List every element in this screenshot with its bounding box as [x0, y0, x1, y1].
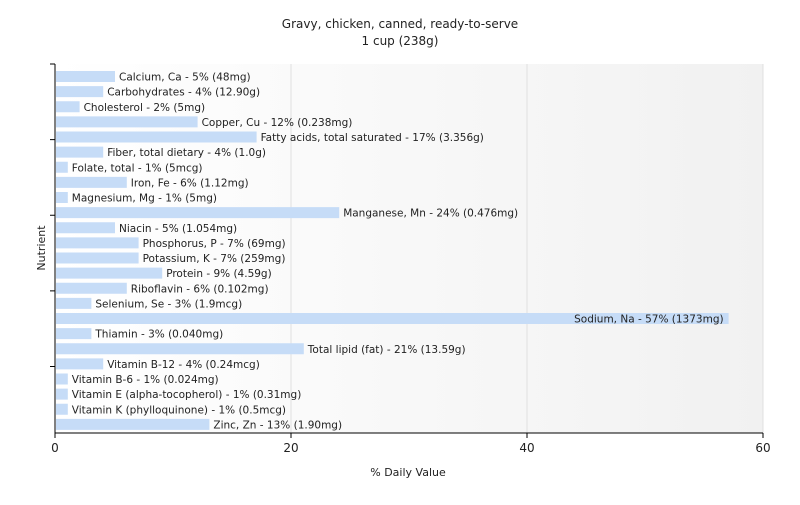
bar: [56, 116, 198, 128]
bar-label: Iron, Fe - 6% (1.12mg): [131, 177, 249, 189]
bar-label: Vitamin B-12 - 4% (0.24mcg): [107, 359, 260, 371]
bar: [56, 297, 92, 309]
grid-lines: [290, 64, 764, 433]
bar: [56, 313, 729, 324]
bar: [56, 267, 163, 279]
x-tick-label: 0: [51, 441, 59, 455]
bar: [56, 358, 104, 370]
y-axis-label: Nutrient: [35, 225, 48, 271]
bar-label: Selenium, Se - 3% (1.9mcg): [95, 298, 242, 310]
bar: [56, 282, 127, 294]
bar: [56, 207, 340, 219]
bar-label: Sodium, Na - 57% (1373mg): [574, 314, 723, 326]
bar-label: Carbohydrates - 4% (12.90g): [107, 87, 260, 99]
axes: 0 20 40 60: [50, 63, 771, 455]
bar: [56, 161, 68, 173]
bar: [56, 418, 210, 430]
bar: [56, 146, 104, 158]
bar: [56, 328, 92, 340]
bar-label: Fiber, total dietary - 4% (1.0g): [107, 147, 266, 159]
bar: [56, 343, 304, 355]
x-tick-label: 40: [519, 441, 534, 455]
bar-label: Riboflavin - 6% (0.102mg): [131, 283, 269, 295]
bar-label: Zinc, Zn - 13% (1.90mg): [213, 419, 342, 431]
bar-label: Magnesium, Mg - 1% (5mg): [72, 193, 217, 205]
bar: [56, 388, 68, 400]
chart-subtitle: 1 cup (238g): [362, 34, 439, 48]
bar-label: Manganese, Mn - 24% (0.476mg): [343, 208, 518, 220]
bar: [56, 131, 257, 143]
x-tick-label: 20: [283, 441, 298, 455]
bar: [56, 101, 80, 113]
bar: [56, 373, 68, 385]
bar-label: Phosphorus, P - 7% (69mg): [143, 238, 286, 250]
bar-label: Niacin - 5% (1.054mg): [119, 223, 237, 235]
bar-label: Vitamin B-6 - 1% (0.024mg): [72, 374, 219, 386]
bar: [56, 237, 139, 249]
bar-label: Total lipid (fat) - 21% (13.59g): [307, 344, 466, 356]
bar-label: Potassium, K - 7% (259mg): [143, 253, 286, 265]
bar-label: Cholesterol - 2% (5mg): [84, 102, 206, 114]
bar: [56, 222, 115, 234]
bar-label: Fatty acids, total saturated - 17% (3.35…: [261, 132, 484, 144]
bar: [56, 176, 127, 188]
bar-label: Protein - 9% (4.59g): [166, 268, 272, 280]
bar-label: Copper, Cu - 12% (0.238mg): [202, 117, 353, 129]
bar-label: Vitamin K (phylloquinone) - 1% (0.5mcg): [72, 404, 286, 416]
x-axis-label: % Daily Value: [370, 466, 446, 479]
bars: Calcium, Ca - 5% (48mg) Carbohydrates - 4…: [56, 71, 729, 431]
bar: [56, 86, 104, 98]
bar-label: Thiamin - 3% (0.040mg): [94, 329, 223, 341]
x-tick-label: 60: [755, 441, 770, 455]
bar-label: Calcium, Ca - 5% (48mg): [119, 72, 251, 84]
bar-label: Vitamin E (alpha-tocopherol) - 1% (0.31m…: [72, 389, 301, 401]
chart-title: Gravy, chicken, canned, ready-to-serve: [282, 17, 518, 31]
bar: [56, 71, 115, 82]
bar: [56, 192, 68, 203]
bar: [56, 403, 68, 415]
bar-label: Folate, total - 1% (5mcg): [72, 162, 203, 174]
bar: [56, 252, 139, 264]
